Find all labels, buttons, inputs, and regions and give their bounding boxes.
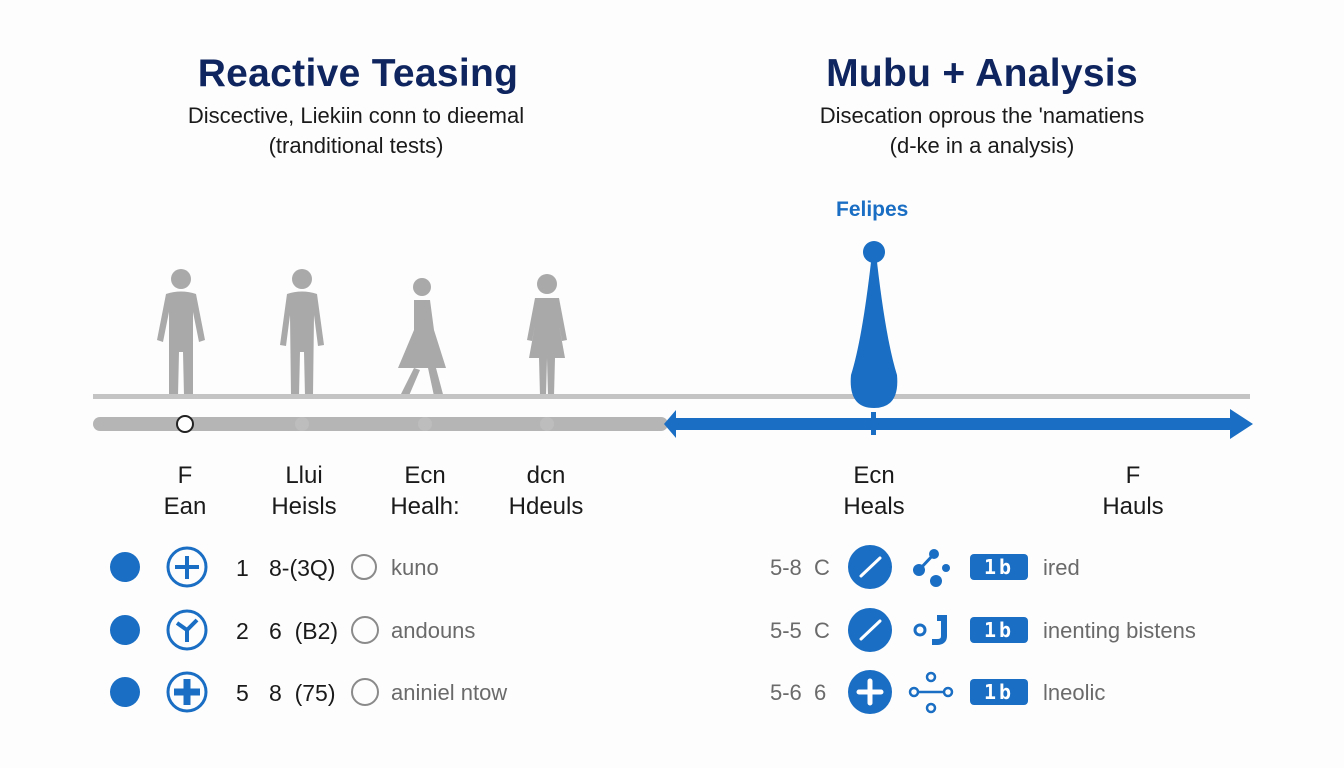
row-code: 5-8 C [770, 555, 830, 580]
row-label: ired [1043, 555, 1080, 580]
row-label: inenting bistens [1043, 618, 1196, 643]
row-code: 5-5 C [770, 618, 830, 643]
row-label: kuno [391, 555, 439, 580]
branch-icon [908, 671, 954, 714]
left-subtitle-line1: Discective, Liekiin conn to dieemal [187, 103, 525, 128]
plus-circle-icon [166, 609, 208, 651]
row-code: 8-(3Q) [269, 555, 336, 581]
plus-circle-icon [166, 546, 208, 588]
milestone-label: dcn Hdeuls [508, 462, 584, 520]
row-number: 5 [236, 680, 249, 706]
timeline-dot [418, 417, 432, 431]
badge: 1b [970, 554, 1028, 580]
badge: 1b [970, 617, 1028, 643]
milestone-label: F Ean [163, 462, 207, 520]
row-label: andouns [391, 618, 476, 643]
right-subtitle-line1: Disecation oprous the 'namatiens [819, 103, 1145, 128]
network-icon [913, 549, 950, 587]
row-label: aniniel ntow [391, 680, 508, 705]
radio-circle-icon [351, 678, 379, 706]
person-walking-icon [398, 278, 446, 398]
row-number: 1 [236, 555, 249, 581]
person-icon [157, 269, 205, 396]
right-subtitle-line2: (d-ke in a analysis) [889, 133, 1075, 158]
milestone-label: Llui Heisls [271, 462, 337, 520]
milestone-label: Ecn Heals [843, 462, 905, 520]
row-code: 6 (B2) [269, 618, 339, 644]
radio-circle-icon [351, 554, 377, 580]
row-number: 2 [236, 618, 249, 644]
row-icons [110, 546, 379, 713]
badge: 1b [970, 679, 1028, 705]
row-code: 5-6 6 [770, 680, 827, 705]
marker-label: Felipes [836, 198, 909, 221]
left-row-icons [110, 546, 379, 713]
bullet-dot-icon [110, 677, 140, 707]
bullet-dot-icon [110, 552, 140, 582]
milestone-label: Ecn Healh: [390, 462, 460, 520]
teardrop-marker-icon [850, 241, 898, 408]
person-figures [157, 269, 567, 398]
row-code: 8 (75) [269, 680, 336, 706]
row-label: lneolic [1043, 680, 1106, 705]
plus-circle-icon [166, 671, 208, 713]
person-icon [527, 274, 567, 396]
timeline-dot [540, 417, 554, 431]
bullet-dot-icon [110, 615, 140, 645]
node-link-icon [913, 615, 947, 645]
start-marker-icon [176, 415, 194, 433]
left-subtitle-line2: (tranditional tests) [268, 133, 444, 158]
gray-timeline-bar [93, 417, 668, 431]
milestone-label: F Hauls [1102, 462, 1164, 520]
right-title: Mubu + Analysis [826, 52, 1138, 95]
blue-timeline-arrow [664, 409, 1253, 439]
left-title: Reactive Teasing [197, 52, 519, 95]
baseline-line [93, 394, 1250, 399]
radio-circle-icon [351, 616, 379, 644]
timeline-dot [295, 417, 309, 431]
person-icon [280, 269, 324, 396]
